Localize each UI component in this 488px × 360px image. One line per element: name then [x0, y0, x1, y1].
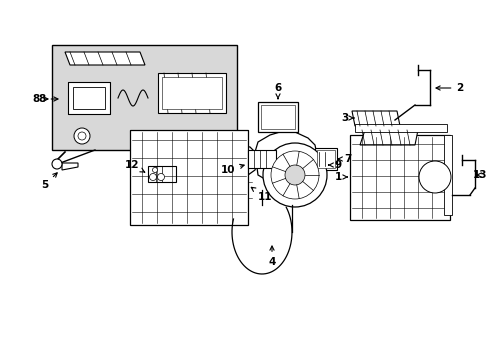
Circle shape [418, 161, 450, 193]
Polygon shape [62, 163, 78, 170]
Bar [261, 105, 294, 129]
Circle shape [157, 174, 164, 180]
Bar [130, 130, 247, 225]
Circle shape [78, 132, 86, 140]
Polygon shape [359, 130, 417, 145]
Bar [354, 124, 446, 132]
Bar [158, 73, 225, 113]
Circle shape [270, 151, 318, 199]
Text: 7: 7 [337, 154, 351, 164]
Bar [148, 166, 176, 182]
Bar [52, 45, 237, 150]
Text: 13: 13 [472, 170, 486, 180]
Bar [68, 82, 110, 114]
Text: 5: 5 [41, 173, 57, 190]
Bar [314, 148, 336, 170]
Text: 3: 3 [341, 113, 353, 123]
Polygon shape [351, 111, 399, 126]
Circle shape [263, 143, 326, 207]
Bar [443, 135, 451, 215]
Circle shape [285, 165, 305, 185]
Text: 6: 6 [274, 83, 281, 99]
Circle shape [149, 174, 156, 180]
Polygon shape [138, 132, 258, 205]
Polygon shape [254, 132, 317, 185]
Text: 1: 1 [334, 172, 346, 182]
Circle shape [152, 167, 157, 172]
Text: 8: 8 [38, 94, 58, 104]
Text: 2: 2 [435, 83, 463, 93]
Bar [258, 102, 297, 132]
Bar [73, 87, 105, 109]
Text: 10: 10 [220, 165, 244, 175]
Text: 8: 8 [32, 94, 48, 104]
Bar [247, 150, 275, 168]
Circle shape [74, 128, 90, 144]
Text: 12: 12 [124, 160, 144, 172]
Bar [316, 150, 334, 168]
Text: 9: 9 [328, 160, 341, 170]
Bar [162, 77, 222, 109]
Polygon shape [65, 52, 145, 65]
Text: 4: 4 [268, 246, 275, 267]
Circle shape [52, 159, 62, 169]
Bar [349, 135, 449, 220]
Text: 11: 11 [251, 187, 272, 202]
